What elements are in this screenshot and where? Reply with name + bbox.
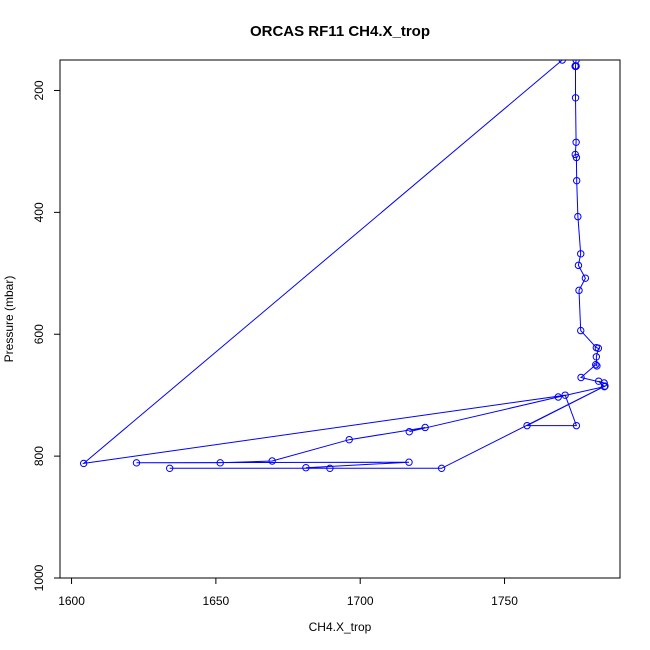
plot-frame [59, 59, 621, 579]
data-point [572, 421, 581, 430]
data-point [345, 435, 353, 444]
series-line [82, 60, 606, 469]
data-point [592, 361, 600, 369]
data-point [593, 362, 601, 370]
data-point [165, 464, 174, 473]
data-point [594, 377, 603, 385]
data-point [571, 62, 580, 70]
data-point [405, 428, 413, 436]
data-point [302, 463, 310, 472]
data-point [601, 382, 609, 390]
y-tick-label: 400 [32, 202, 46, 222]
x-axis: 1600 1650 1700 1750 [58, 578, 518, 608]
chart-title: ORCAS RF11 CH4.X_trop [250, 23, 430, 40]
data-point [575, 286, 583, 295]
y-axis: 200 400 600 800 1000 [32, 80, 60, 591]
y-tick-label: 200 [32, 80, 46, 100]
data-point [558, 60, 566, 64]
data-point [594, 344, 603, 352]
y-tick-label: 800 [32, 446, 46, 466]
data-point [574, 212, 582, 221]
data-point [573, 176, 581, 185]
data-point [571, 94, 580, 102]
data-point [592, 353, 601, 361]
data-point [561, 391, 569, 399]
x-axis-title: CH4.X_trop [309, 620, 372, 634]
data-point [523, 421, 531, 430]
data-point [405, 458, 413, 466]
data-point [577, 250, 585, 258]
data-point [554, 393, 562, 401]
y-tick-label: 1000 [32, 564, 46, 591]
data-point [572, 153, 581, 162]
data-point [577, 373, 585, 382]
x-tick-label: 1700 [347, 594, 374, 608]
data-point [326, 464, 334, 473]
data-point [216, 459, 224, 467]
data-point [132, 459, 141, 467]
x-tick-label: 1650 [203, 594, 230, 608]
data-point [79, 459, 88, 468]
data-point [581, 274, 590, 282]
data-point [437, 464, 446, 473]
y-tick-label: 600 [32, 324, 46, 344]
data-point [268, 457, 276, 465]
data-point [574, 261, 583, 270]
x-tick-label: 1600 [58, 594, 85, 608]
y-axis-title: Pressure (mbar) [2, 276, 16, 363]
data-point [577, 326, 585, 335]
data-point [421, 423, 429, 432]
x-tick-label: 1750 [491, 594, 518, 608]
data-point [572, 138, 580, 146]
data-point [600, 382, 609, 391]
series-line-group [79, 60, 609, 473]
